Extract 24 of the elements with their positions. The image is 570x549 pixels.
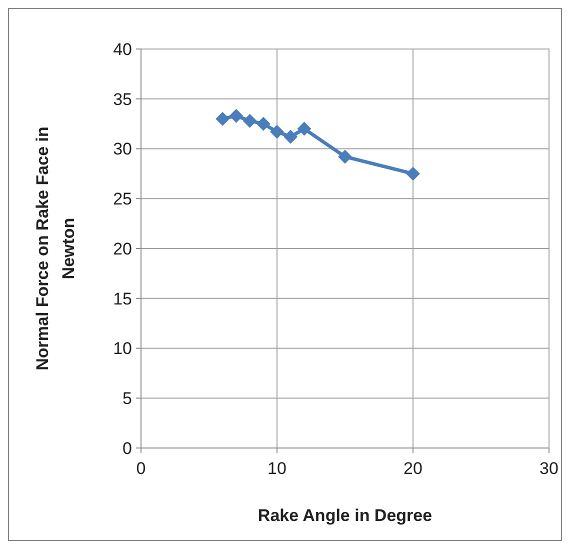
y-tick-label: 15 xyxy=(113,289,132,308)
y-tick-label: 20 xyxy=(113,239,132,258)
x-tick-label: 10 xyxy=(268,459,286,478)
y-tick-label: 0 xyxy=(122,438,132,458)
y-tick-label: 5 xyxy=(122,389,132,408)
point xyxy=(242,114,257,128)
point xyxy=(229,108,244,123)
y-tick-label: 40 xyxy=(113,40,132,59)
point xyxy=(406,166,420,181)
y-tick-label: 10 xyxy=(113,339,132,358)
point xyxy=(297,122,312,136)
y-tick-label: 35 xyxy=(113,90,132,109)
x-axis-title: Rake Angle in Degree xyxy=(258,506,432,525)
point xyxy=(256,116,270,131)
y-tick-label: 25 xyxy=(113,190,132,209)
point xyxy=(216,112,230,126)
x-tick-label: 0 xyxy=(136,459,146,478)
y-tick-label: 30 xyxy=(113,140,132,159)
point xyxy=(270,124,284,139)
y-axis-title: Normal Force on Rake Face in Newton xyxy=(33,126,78,370)
x-tick-label: 20 xyxy=(404,459,422,478)
point xyxy=(284,130,298,144)
x-tick-label: 30 xyxy=(540,459,558,478)
point xyxy=(338,150,352,164)
